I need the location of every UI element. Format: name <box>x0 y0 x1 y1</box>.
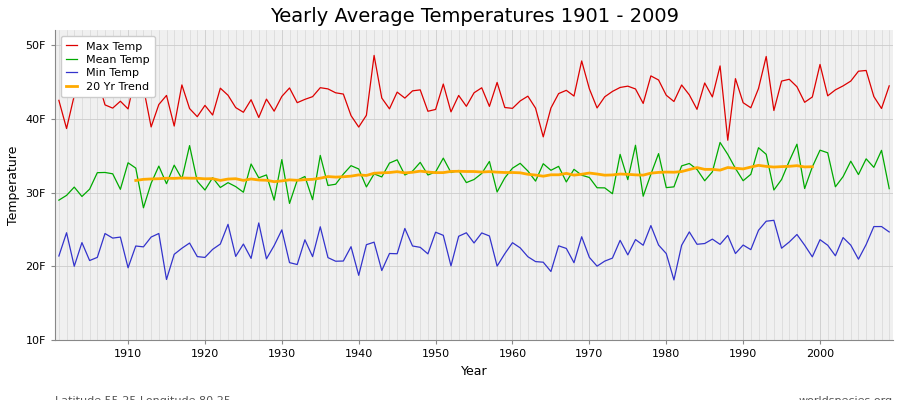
Line: Min Temp: Min Temp <box>58 220 889 280</box>
Mean Temp <box>507 166 517 170</box>
Mean Temp <box>884 186 895 191</box>
Max Temp <box>330 90 341 95</box>
Min Temp <box>115 235 126 240</box>
Mean Temp <box>338 172 348 176</box>
X-axis label: Year: Year <box>461 364 488 378</box>
20 Yr Trend <box>753 163 764 168</box>
Mean Temp <box>292 178 302 183</box>
Max Temp <box>515 98 526 103</box>
20 Yr Trend <box>807 164 818 169</box>
Max Temp <box>53 98 64 103</box>
Max Temp <box>507 106 517 111</box>
Max Temp <box>369 53 380 58</box>
20 Yr Trend <box>215 178 226 183</box>
Mean Temp <box>515 161 526 166</box>
20 Yr Trend <box>269 179 280 184</box>
20 Yr Trend <box>276 178 287 183</box>
Min Temp <box>669 278 680 282</box>
Min Temp <box>500 251 510 256</box>
Min Temp <box>769 218 779 223</box>
Max Temp <box>723 138 734 143</box>
Min Temp <box>53 254 64 258</box>
20 Yr Trend <box>200 176 211 181</box>
20 Yr Trend <box>130 178 141 183</box>
Max Temp <box>115 99 126 104</box>
Y-axis label: Temperature: Temperature <box>7 146 20 225</box>
Mean Temp <box>115 187 126 192</box>
20 Yr Trend <box>400 170 410 175</box>
Line: Max Temp: Max Temp <box>58 56 889 140</box>
Min Temp <box>599 259 610 264</box>
Min Temp <box>507 240 517 245</box>
Min Temp <box>884 230 895 234</box>
20 Yr Trend <box>484 169 495 174</box>
Max Temp <box>607 89 617 94</box>
Mean Temp <box>607 191 617 196</box>
Max Temp <box>884 84 895 88</box>
Min Temp <box>330 259 341 264</box>
Line: Mean Temp: Mean Temp <box>58 142 889 208</box>
Legend: Max Temp, Mean Temp, Min Temp, 20 Yr Trend: Max Temp, Mean Temp, Min Temp, 20 Yr Tre… <box>60 36 156 97</box>
Text: Latitude 55.25 Longitude 80.25: Latitude 55.25 Longitude 80.25 <box>55 396 231 400</box>
Mean Temp <box>53 198 64 202</box>
Mean Temp <box>138 205 148 210</box>
Line: 20 Yr Trend: 20 Yr Trend <box>136 165 813 182</box>
Title: Yearly Average Temperatures 1901 - 2009: Yearly Average Temperatures 1901 - 2009 <box>269 7 679 26</box>
20 Yr Trend <box>738 166 749 171</box>
Text: worldspecies.org: worldspecies.org <box>799 396 893 400</box>
Min Temp <box>284 260 295 265</box>
Mean Temp <box>715 140 725 145</box>
Max Temp <box>284 86 295 90</box>
